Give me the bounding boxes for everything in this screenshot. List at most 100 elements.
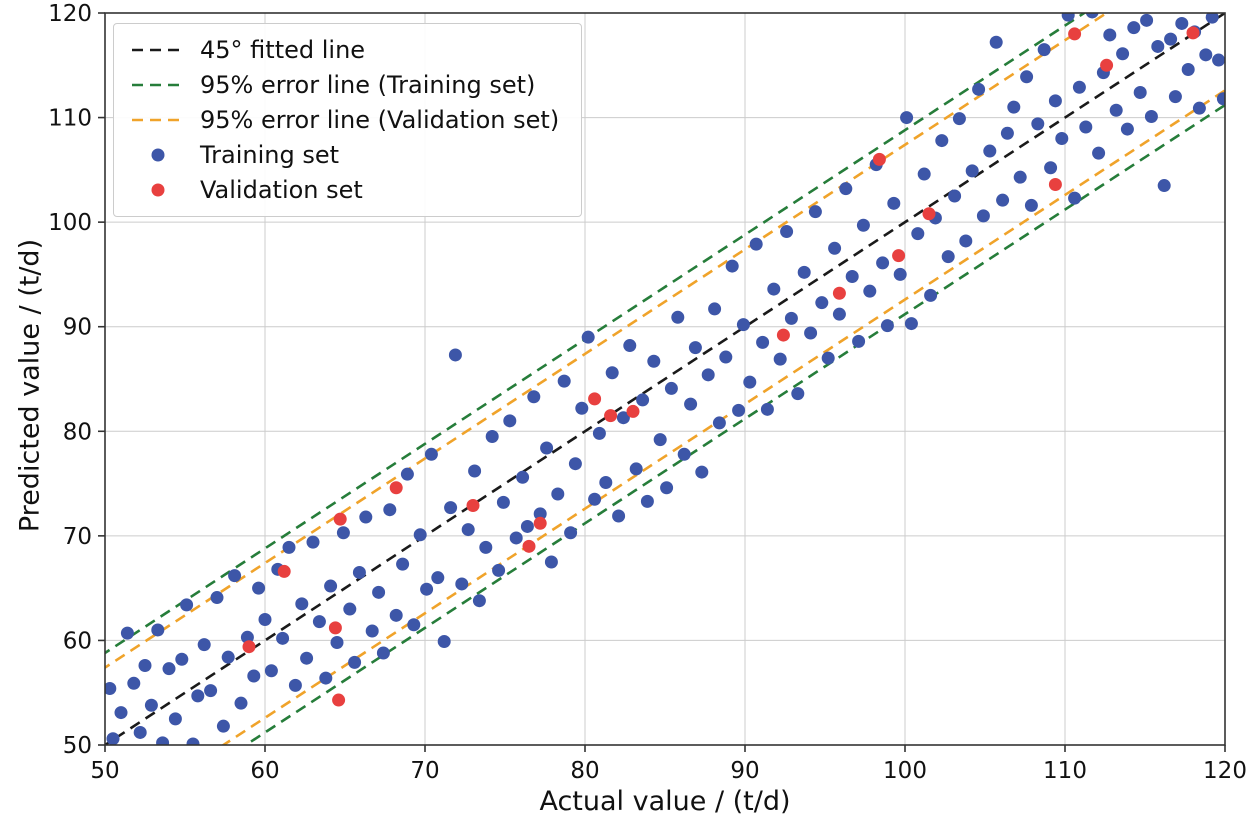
- training-point: [845, 270, 859, 284]
- training-point: [688, 341, 702, 355]
- legend: 45° fitted line 95% error line (Training …: [113, 23, 583, 217]
- training-point: [1164, 32, 1178, 46]
- training-point: [210, 591, 224, 605]
- y-tick-label: 90: [63, 315, 92, 341]
- validation-point: [1068, 27, 1082, 41]
- training-point: [544, 555, 558, 569]
- legend-dot-swatch: [151, 148, 165, 162]
- training-point: [1157, 179, 1171, 193]
- training-point: [996, 193, 1010, 207]
- training-point: [372, 585, 386, 599]
- training-point: [120, 626, 134, 640]
- training-point: [564, 526, 578, 540]
- training-point: [695, 465, 709, 479]
- training-point: [684, 397, 698, 411]
- training-point: [407, 618, 421, 632]
- x-tick-label: 70: [410, 758, 439, 784]
- training-point: [828, 241, 842, 255]
- legend-label: 95% error line (Training set): [200, 71, 536, 99]
- validation-point: [389, 481, 403, 495]
- training-point: [264, 664, 278, 678]
- validation-point: [922, 207, 936, 221]
- training-point: [1024, 198, 1038, 212]
- training-point: [701, 368, 715, 382]
- training-point: [983, 144, 997, 158]
- training-point: [832, 307, 846, 321]
- training-point: [1068, 191, 1082, 205]
- training-point: [496, 495, 510, 509]
- legend-label: Training set: [200, 141, 340, 169]
- training-point: [664, 381, 678, 395]
- y-tick-label: 50: [63, 733, 92, 759]
- training-point: [343, 602, 357, 616]
- training-point: [893, 267, 907, 281]
- training-point: [1205, 13, 1219, 24]
- training-point: [127, 676, 141, 690]
- training-point: [1007, 100, 1021, 114]
- y-axis-label: Predicted value / (t/d): [14, 238, 46, 533]
- training-point: [1168, 90, 1182, 104]
- training-point: [965, 164, 979, 178]
- training-point: [383, 503, 397, 517]
- training-point: [1133, 85, 1147, 99]
- training-point: [623, 339, 637, 353]
- training-point: [605, 366, 619, 380]
- training-point: [376, 646, 390, 660]
- training-point: [1103, 28, 1117, 42]
- training-point: [400, 467, 414, 481]
- training-point: [941, 250, 955, 264]
- legend-label: Validation set: [200, 176, 363, 204]
- training-point: [767, 282, 781, 296]
- legend-label: 95% error line (Validation set): [200, 106, 560, 134]
- training-point: [784, 311, 798, 325]
- training-point: [105, 682, 117, 696]
- training-point: [743, 375, 757, 389]
- training-point: [616, 411, 630, 425]
- training-point: [133, 725, 147, 739]
- training-point: [612, 509, 626, 523]
- training-point: [352, 565, 366, 579]
- training-point: [197, 638, 211, 652]
- validation-point: [626, 404, 640, 418]
- x-tick-label: 90: [730, 758, 759, 784]
- training-point: [760, 402, 774, 416]
- training-point: [144, 698, 158, 712]
- training-point: [389, 608, 403, 622]
- training-point: [258, 613, 272, 627]
- training-point: [455, 577, 469, 591]
- training-point: [557, 374, 571, 388]
- training-point: [1175, 16, 1189, 30]
- training-point: [952, 112, 966, 126]
- training-point: [1072, 80, 1086, 94]
- training-point: [1020, 70, 1034, 84]
- legend-dot: [151, 148, 165, 162]
- training-point: [485, 430, 499, 444]
- validation-point: [832, 286, 846, 300]
- training-point: [815, 296, 829, 310]
- training-point: [472, 594, 486, 608]
- training-point: [288, 678, 302, 692]
- training-point: [365, 624, 379, 638]
- training-point: [1055, 131, 1069, 145]
- training-point: [880, 319, 894, 333]
- training-point: [660, 481, 674, 495]
- training-point: [1212, 53, 1225, 67]
- training-point: [330, 636, 344, 650]
- x-tick-label: 80: [570, 758, 599, 784]
- x-axis-label: Actual value / (t/d): [539, 786, 791, 817]
- training-point: [1216, 92, 1225, 106]
- training-point: [168, 712, 182, 726]
- x-tick-label: 60: [250, 758, 279, 784]
- training-point: [492, 563, 506, 577]
- training-point: [527, 390, 541, 404]
- training-point: [252, 581, 266, 595]
- training-point: [359, 510, 373, 524]
- training-point: [420, 582, 434, 596]
- training-point: [629, 462, 643, 476]
- training-point: [138, 659, 152, 673]
- training-point: [876, 256, 890, 270]
- y-tick-label: 120: [48, 1, 92, 27]
- training-point: [671, 310, 685, 324]
- training-point: [1044, 161, 1058, 175]
